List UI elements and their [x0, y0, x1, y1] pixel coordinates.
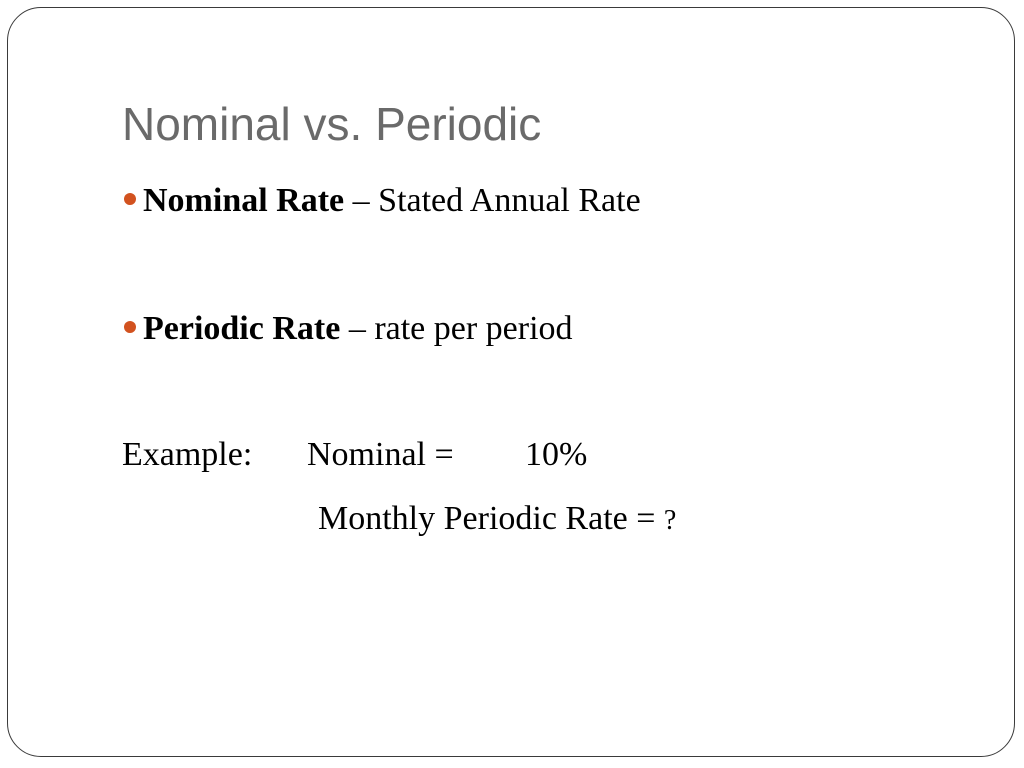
bullet-definition: – rate per period — [348, 310, 573, 347]
example-nominal-label: Nominal = — [307, 436, 454, 473]
example-monthly-label: Monthly Periodic Rate = — [318, 500, 656, 537]
bullet-dot-icon — [124, 193, 136, 205]
bullet-dot-icon — [124, 321, 136, 333]
bullet-term: Periodic Rate — [143, 310, 341, 347]
example-monthly-value: ? — [663, 505, 677, 536]
slide: Nominal vs. Periodic Nominal Rate – Stat… — [7, 7, 1015, 757]
slide-title: Nominal vs. Periodic — [122, 98, 542, 150]
example-label: Example: — [122, 436, 253, 473]
bullet-nominal-rate: Nominal Rate – Stated Annual Rate — [124, 179, 641, 223]
bullet-definition: – Stated Annual Rate — [352, 182, 641, 219]
bullet-periodic-rate: Periodic Rate – rate per period — [124, 307, 573, 351]
example-monthly-rate: Monthly Periodic Rate = ? — [318, 497, 676, 543]
example-nominal-value: 10% — [525, 436, 588, 473]
bullet-term: Nominal Rate — [143, 182, 345, 219]
